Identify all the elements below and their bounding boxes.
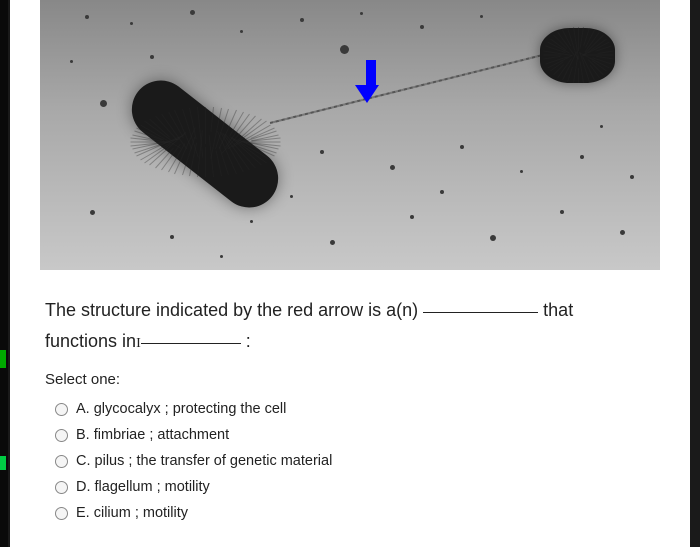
speck [300, 18, 304, 22]
speck [330, 240, 335, 245]
options-list: A. glycocalyx ; protecting the cell B. f… [10, 396, 690, 526]
question-line1-pre: The structure indicated by the red arrow… [45, 300, 423, 320]
microscope-image [40, 0, 660, 270]
option-c[interactable]: C. pilus ; the transfer of genetic mater… [55, 448, 645, 474]
radio-button[interactable] [55, 507, 68, 520]
blank-1 [423, 312, 538, 313]
option-b[interactable]: B. fimbriae ; attachment [55, 422, 645, 448]
speck [410, 215, 414, 219]
speck [390, 165, 395, 170]
question-text: The structure indicated by the red arrow… [10, 285, 690, 371]
speck [340, 45, 349, 54]
speck [130, 22, 133, 25]
speck [100, 100, 107, 107]
speck [600, 125, 603, 128]
speck [150, 55, 154, 59]
speck [560, 210, 564, 214]
blank-2 [141, 343, 241, 344]
arrow-indicator-icon [362, 60, 379, 103]
speck [250, 220, 253, 223]
option-a[interactable]: A. glycocalyx ; protecting the cell [55, 396, 645, 422]
speck [580, 155, 584, 159]
question-line2-post: : [241, 331, 251, 351]
speck [480, 15, 483, 18]
speck [360, 12, 363, 15]
option-e[interactable]: E. cilium ; motility [55, 500, 645, 526]
speck [420, 25, 424, 29]
speck [520, 170, 523, 173]
speck [240, 30, 243, 33]
quiz-page: The structure indicated by the red arrow… [10, 0, 690, 547]
question-line2-pre: functions in [45, 331, 136, 351]
edge-marker [0, 350, 6, 368]
speck [490, 235, 496, 241]
speck [460, 145, 464, 149]
speck [90, 210, 95, 215]
option-label: A. glycocalyx ; protecting the cell [76, 401, 286, 417]
fimbriae-hair [205, 107, 206, 144]
radio-button[interactable] [55, 429, 68, 442]
speck [290, 195, 293, 198]
speck [620, 230, 625, 235]
option-label: B. fimbriae ; attachment [76, 427, 229, 443]
radio-button[interactable] [55, 481, 68, 494]
speck [170, 235, 174, 239]
speck [190, 10, 195, 15]
fimbriae-hair [578, 68, 579, 83]
option-label: C. pilus ; the transfer of genetic mater… [76, 453, 332, 469]
option-label: D. flagellum ; motility [76, 479, 210, 495]
select-prompt: Select one: [10, 371, 690, 396]
speck [630, 175, 634, 179]
speck [85, 15, 89, 19]
fimbriae-hair [544, 55, 562, 56]
speck [440, 190, 444, 194]
speck [320, 150, 324, 154]
option-label: E. cilium ; motility [76, 505, 188, 521]
pilus-structure [270, 54, 542, 124]
question-line1-post: that [538, 300, 573, 320]
speck [70, 60, 73, 63]
speck [220, 255, 223, 258]
fimbriae-hair [205, 147, 206, 177]
edge-marker [0, 456, 6, 470]
radio-button[interactable] [55, 455, 68, 468]
option-d[interactable]: D. flagellum ; motility [55, 474, 645, 500]
radio-button[interactable] [55, 403, 68, 416]
